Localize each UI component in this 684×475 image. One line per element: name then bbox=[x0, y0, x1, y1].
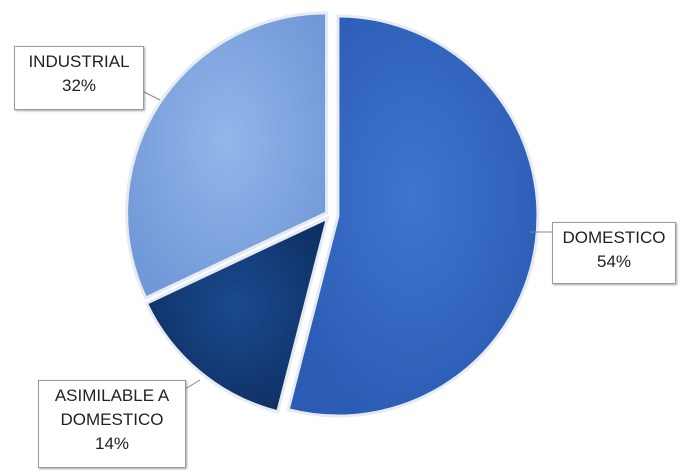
pie-slice-industrial bbox=[125, 11, 329, 301]
data-label-industrial: INDUSTRIAL 32% bbox=[14, 46, 144, 110]
data-label-industrial-name: INDUSTRIAL bbox=[28, 52, 130, 71]
data-label-asimilable: ASIMILABLE A DOMESTICO 14% bbox=[38, 380, 186, 468]
data-label-industrial-value: 32% bbox=[61, 76, 97, 95]
pie-slice-domestico bbox=[286, 14, 540, 418]
data-label-domestico-value: 54% bbox=[596, 252, 632, 271]
data-label-asimilable-name-1: ASIMILABLE A bbox=[54, 386, 170, 405]
data-label-domestico-name: DOMESTICO bbox=[562, 228, 666, 247]
data-label-asimilable-name-2: DOMESTICO bbox=[60, 410, 164, 429]
pie-slice-asimilable bbox=[144, 215, 330, 414]
data-label-asimilable-value: 14% bbox=[94, 434, 130, 453]
data-label-domestico: DOMESTICO 54% bbox=[552, 222, 676, 284]
